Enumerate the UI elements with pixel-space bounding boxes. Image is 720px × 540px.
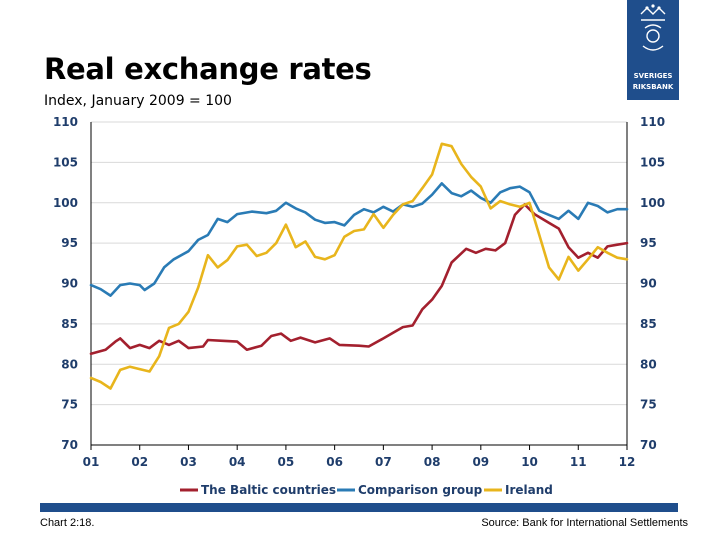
chart-number: Chart 2:18. — [40, 517, 95, 529]
x-tick-02: 02 — [131, 455, 148, 469]
x-tick-06: 06 — [326, 455, 343, 469]
series-line-0 — [89, 203, 629, 356]
y-tick-left-105: 105 — [53, 155, 78, 169]
y-tick-left-75: 75 — [61, 398, 78, 412]
x-tick-08: 08 — [424, 455, 441, 469]
y-tick-left-90: 90 — [61, 277, 78, 291]
y-tick-left-95: 95 — [61, 236, 78, 250]
x-tick-05: 05 — [278, 455, 295, 469]
y-tick-right-80: 80 — [640, 357, 657, 371]
y-tick-left-100: 100 — [53, 196, 78, 210]
x-tick-11: 11 — [570, 455, 587, 469]
y-tick-right-85: 85 — [640, 317, 657, 331]
x-tick-12: 12 — [619, 455, 636, 469]
y-tick-left-110: 110 — [53, 115, 78, 129]
x-tick-03: 03 — [180, 455, 197, 469]
y-tick-right-110: 110 — [640, 115, 665, 129]
logo-text-line1: SVERIGES — [633, 72, 673, 80]
legend-label-2: Ireland — [505, 483, 553, 497]
y-tick-right-70: 70 — [640, 438, 657, 452]
legend-label-0: The Baltic countries — [201, 483, 336, 497]
legend-label-1: Comparison group — [358, 483, 483, 497]
logo-text-line2: RIKSBANK — [632, 83, 674, 91]
source-note: Source: Bank for International Settlemen… — [481, 517, 688, 529]
footer-bar — [40, 503, 678, 512]
y-tick-left-70: 70 — [61, 438, 78, 452]
x-tick-07: 07 — [375, 455, 392, 469]
series-line-2 — [89, 142, 629, 390]
x-tick-01: 01 — [83, 455, 100, 469]
series-line-1 — [89, 182, 629, 297]
chart-title: Real exchange rates — [44, 52, 372, 86]
y-tick-right-95: 95 — [640, 236, 657, 250]
y-tick-right-75: 75 — [640, 398, 657, 412]
y-tick-right-90: 90 — [640, 277, 657, 291]
x-tick-09: 09 — [472, 455, 489, 469]
y-tick-right-100: 100 — [640, 196, 665, 210]
y-tick-left-85: 85 — [61, 317, 78, 331]
x-tick-04: 04 — [229, 455, 246, 469]
x-tick-10: 10 — [521, 455, 538, 469]
crown-emblem-icon — [640, 4, 666, 51]
riksbank-logo: SVERIGES RIKSBANK — [627, 0, 679, 100]
chart-subtitle: Index, January 2009 = 100 — [44, 93, 232, 109]
y-tick-left-80: 80 — [61, 357, 78, 371]
y-tick-right-105: 105 — [640, 155, 665, 169]
